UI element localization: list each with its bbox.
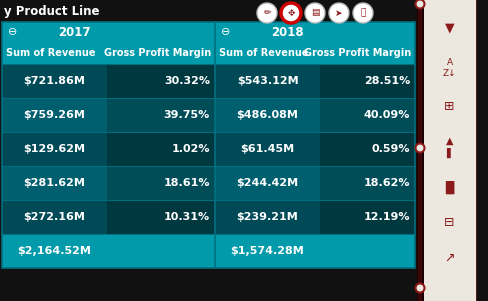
Text: 2018: 2018 — [271, 26, 303, 39]
Text: $486.08M: $486.08M — [236, 110, 298, 120]
Circle shape — [415, 284, 424, 293]
Text: $272.16M: $272.16M — [23, 212, 85, 222]
Text: 28.51%: 28.51% — [363, 76, 409, 86]
Text: $129.62M: $129.62M — [23, 144, 85, 154]
Text: ✏: ✏ — [263, 8, 270, 17]
Bar — [2, 234, 107, 268]
Bar — [107, 200, 215, 234]
Bar — [215, 98, 319, 132]
Text: ➤: ➤ — [335, 8, 342, 17]
Text: 0.59%: 0.59% — [371, 144, 409, 154]
Text: $61.45M: $61.45M — [240, 144, 294, 154]
Text: 🗑: 🗑 — [360, 8, 365, 17]
Bar — [215, 200, 319, 234]
Bar — [215, 64, 319, 98]
Bar — [215, 234, 319, 268]
Bar — [107, 98, 215, 132]
Text: 1.02%: 1.02% — [171, 144, 209, 154]
Bar — [215, 132, 319, 166]
Bar — [319, 132, 414, 166]
Bar — [2, 22, 414, 42]
Circle shape — [415, 144, 424, 153]
Bar — [0, 0, 476, 22]
Text: 40.09%: 40.09% — [363, 110, 409, 120]
Ellipse shape — [281, 3, 301, 23]
Bar — [2, 98, 107, 132]
Text: $721.86M: $721.86M — [23, 76, 85, 86]
Bar — [2, 200, 107, 234]
Text: $543.12M: $543.12M — [236, 76, 298, 86]
Bar — [319, 200, 414, 234]
Text: $759.26M: $759.26M — [23, 110, 85, 120]
Text: ▐▌: ▐▌ — [439, 180, 458, 194]
Bar — [319, 166, 414, 200]
Text: A
Z↓: A Z↓ — [442, 58, 455, 78]
Text: ✥: ✥ — [286, 8, 294, 17]
Text: ▲
▌: ▲ ▌ — [445, 136, 452, 158]
Text: 2017: 2017 — [58, 26, 91, 39]
Bar — [215, 166, 319, 200]
Bar — [2, 64, 107, 98]
Bar — [107, 234, 215, 268]
Bar — [2, 166, 107, 200]
Text: Gross Profit Margin: Gross Profit Margin — [103, 48, 210, 58]
Text: ⊟: ⊟ — [443, 216, 454, 228]
Text: $281.62M: $281.62M — [23, 178, 85, 188]
Ellipse shape — [257, 3, 276, 23]
Bar — [319, 234, 414, 268]
Ellipse shape — [352, 3, 372, 23]
Bar — [2, 42, 414, 64]
Bar — [319, 64, 414, 98]
Text: 30.32%: 30.32% — [163, 76, 209, 86]
Ellipse shape — [328, 3, 348, 23]
Text: 10.31%: 10.31% — [163, 212, 209, 222]
Text: 18.61%: 18.61% — [163, 178, 209, 188]
Ellipse shape — [305, 3, 325, 23]
Bar — [107, 132, 215, 166]
Text: ⊞: ⊞ — [443, 101, 454, 113]
Text: ⊖: ⊖ — [221, 27, 230, 37]
Text: $244.42M: $244.42M — [236, 178, 298, 188]
Text: 12.19%: 12.19% — [363, 212, 409, 222]
Text: ↗: ↗ — [443, 252, 454, 265]
Text: ▤: ▤ — [310, 8, 319, 17]
Text: $239.21M: $239.21M — [236, 212, 298, 222]
Text: Gross Profit Margin: Gross Profit Margin — [303, 48, 410, 58]
Text: Sum of Revenue: Sum of Revenue — [219, 48, 308, 58]
Text: 18.62%: 18.62% — [363, 178, 409, 188]
Bar — [416, 0, 423, 301]
Circle shape — [415, 0, 424, 8]
Bar — [319, 98, 414, 132]
Bar — [107, 64, 215, 98]
Text: $1,574.28M: $1,574.28M — [230, 246, 304, 256]
Text: 39.75%: 39.75% — [163, 110, 209, 120]
Bar — [421, 0, 476, 301]
Text: y Product Line: y Product Line — [4, 5, 99, 17]
Bar — [2, 22, 414, 268]
Text: ▼: ▼ — [444, 21, 453, 35]
Bar — [107, 166, 215, 200]
Text: $2,164.52M: $2,164.52M — [18, 246, 91, 256]
Bar — [2, 132, 107, 166]
Text: Sum of Revenue: Sum of Revenue — [6, 48, 95, 58]
Text: ⊖: ⊖ — [8, 27, 18, 37]
